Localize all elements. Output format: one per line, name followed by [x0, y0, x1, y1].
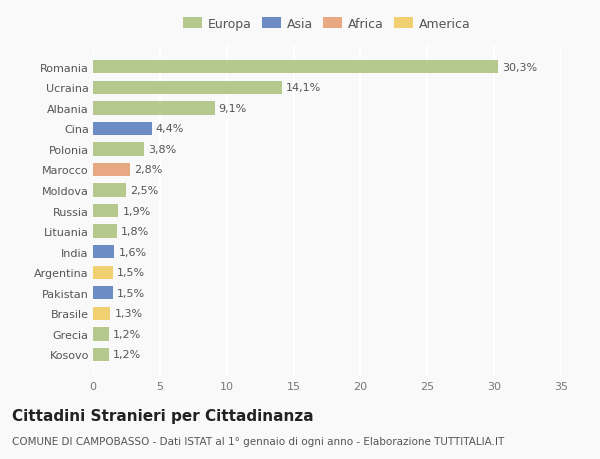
- Bar: [93, 61, 498, 74]
- Text: 1,3%: 1,3%: [115, 309, 143, 319]
- Bar: [93, 123, 152, 136]
- Bar: [93, 102, 215, 115]
- Text: 14,1%: 14,1%: [286, 83, 321, 93]
- Bar: [93, 246, 115, 259]
- Text: 2,8%: 2,8%: [134, 165, 163, 175]
- Text: 3,8%: 3,8%: [148, 145, 176, 155]
- Text: 30,3%: 30,3%: [502, 62, 537, 73]
- Text: COMUNE DI CAMPOBASSO - Dati ISTAT al 1° gennaio di ogni anno - Elaborazione TUTT: COMUNE DI CAMPOBASSO - Dati ISTAT al 1° …: [12, 436, 504, 446]
- Bar: [93, 143, 144, 156]
- Text: 1,5%: 1,5%: [117, 288, 145, 298]
- Legend: Europa, Asia, Africa, America: Europa, Asia, Africa, America: [181, 15, 473, 33]
- Bar: [93, 163, 130, 177]
- Bar: [93, 225, 117, 238]
- Bar: [93, 204, 118, 218]
- Bar: [93, 328, 109, 341]
- Bar: [93, 286, 113, 300]
- Text: 1,5%: 1,5%: [117, 268, 145, 278]
- Text: 1,2%: 1,2%: [113, 329, 142, 339]
- Text: 1,2%: 1,2%: [113, 350, 142, 360]
- Bar: [93, 266, 113, 280]
- Text: Cittadini Stranieri per Cittadinanza: Cittadini Stranieri per Cittadinanza: [12, 409, 314, 424]
- Bar: [93, 348, 109, 361]
- Text: 9,1%: 9,1%: [218, 104, 247, 113]
- Text: 4,4%: 4,4%: [156, 124, 184, 134]
- Text: 1,9%: 1,9%: [122, 206, 151, 216]
- Bar: [93, 81, 281, 95]
- Text: 1,6%: 1,6%: [118, 247, 146, 257]
- Text: 2,5%: 2,5%: [130, 185, 158, 196]
- Bar: [93, 184, 127, 197]
- Bar: [93, 307, 110, 320]
- Text: 1,8%: 1,8%: [121, 227, 149, 237]
